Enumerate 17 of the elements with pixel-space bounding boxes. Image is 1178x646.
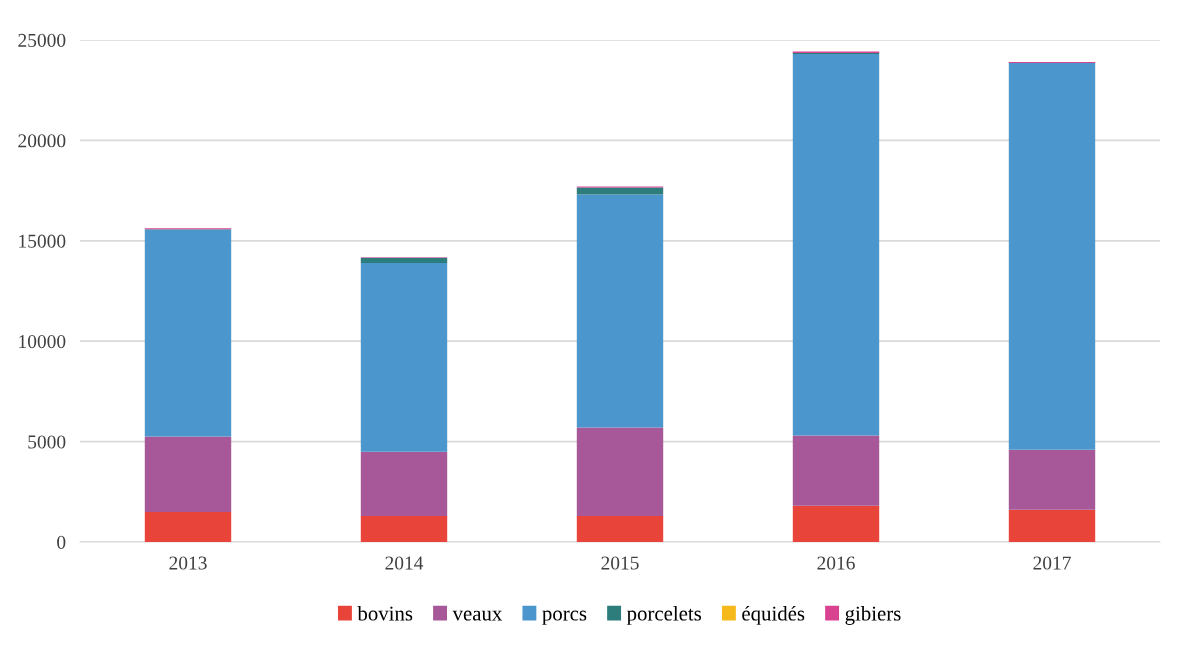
legend-label: porcelets [626, 605, 702, 625]
x-tick-label: 2013 [169, 556, 207, 570]
y-tick-label: 25000 [18, 33, 66, 47]
legend-label: équidés [742, 605, 805, 625]
x-tick-label: 2014 [385, 556, 424, 570]
y-tick-label: 0 [57, 535, 66, 549]
y-tick-label: 5000 [28, 435, 66, 449]
x-tick-label: 2017 [1033, 556, 1071, 570]
legend-label: porcs [542, 610, 587, 625]
y-tick-label: 20000 [18, 134, 66, 148]
x-tick-label: 2015 [601, 556, 639, 570]
y-tick-label: 10000 [19, 335, 66, 349]
legend-label: veaux [452, 610, 503, 621]
legend-label: bovins [357, 605, 413, 621]
legend-label: gibiers [845, 605, 901, 625]
y-tick-label: 15000 [19, 234, 66, 248]
x-tick-label: 2016 [817, 556, 855, 570]
